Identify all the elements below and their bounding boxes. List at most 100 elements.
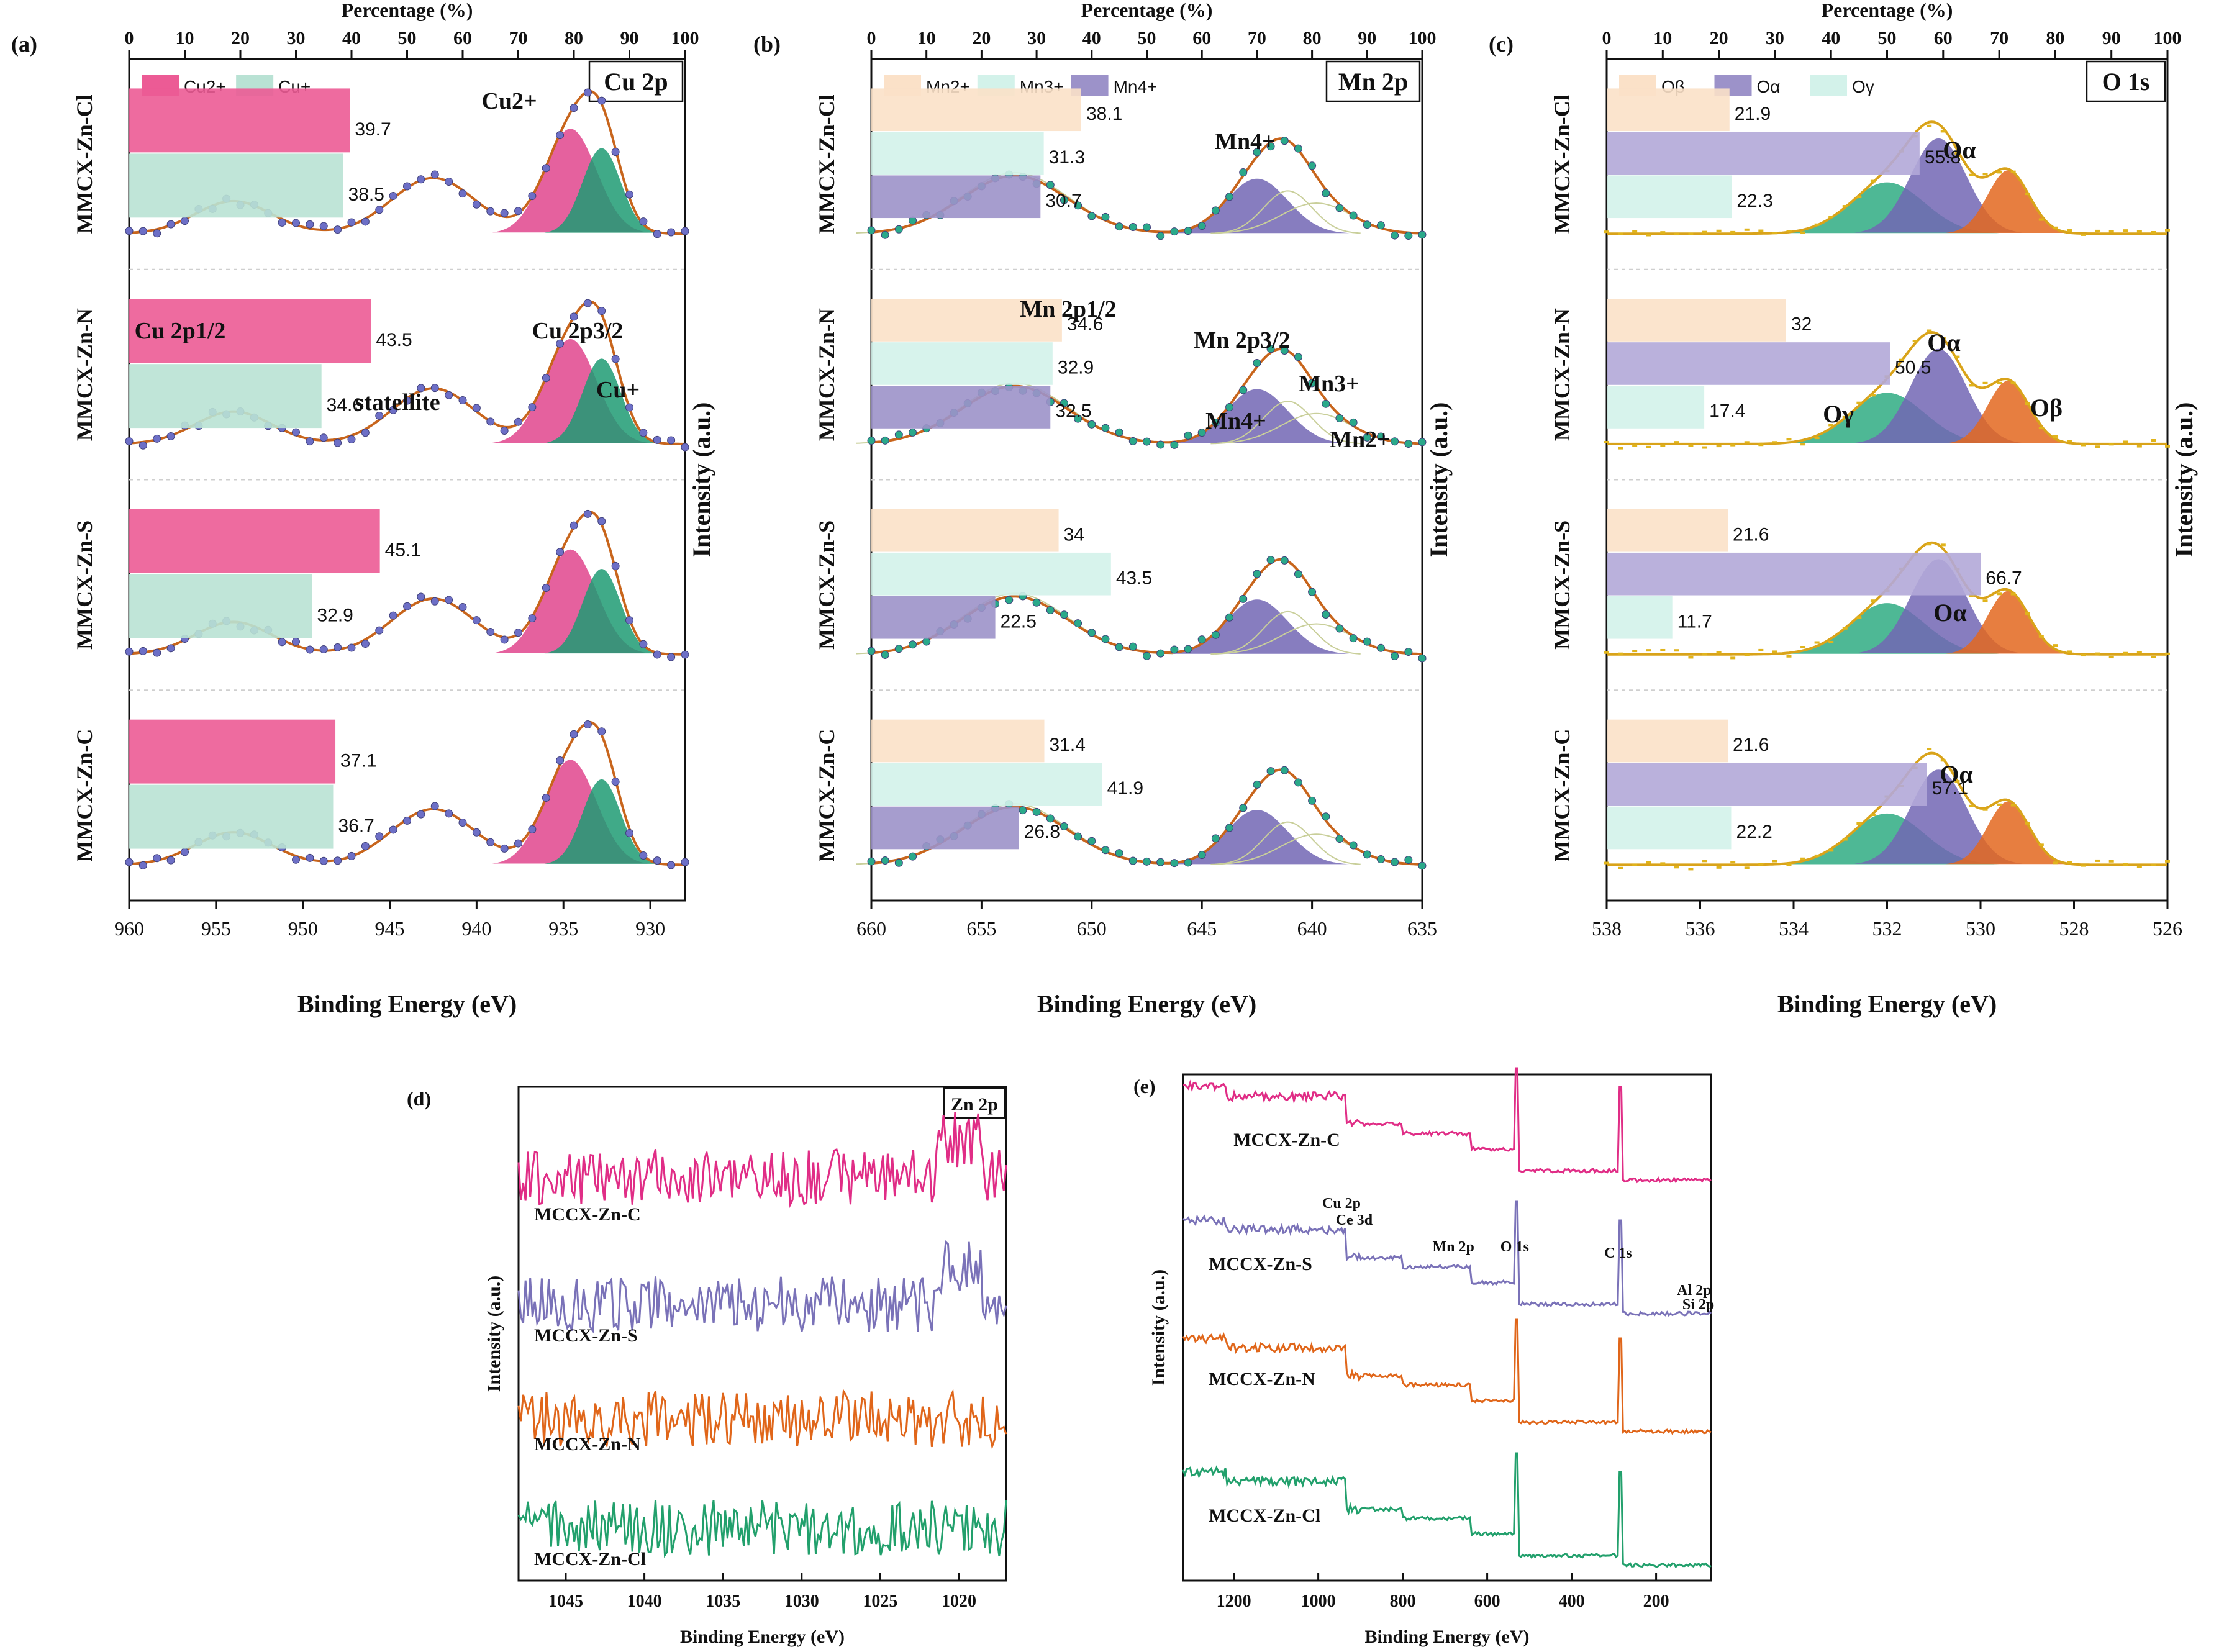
pct-tick-label: 60 [1192,28,1211,48]
data-point [1074,832,1082,841]
panel-title: Zn 2p [951,1094,998,1115]
bar-Oγ [1607,175,1732,219]
data-point [417,592,425,601]
data-point [653,435,661,444]
bar-Mn2+ [871,719,1045,763]
data-point [1280,766,1289,774]
bar-value: 38.1 [1086,104,1122,124]
legend-label: Oγ [1852,77,1874,96]
data-point [1239,594,1248,603]
data-point [138,227,147,235]
data-point [570,730,578,738]
data-point [922,637,931,646]
data-point [528,614,537,623]
data-point [1087,420,1096,429]
data-point [1060,399,1068,407]
sample-label: MMCX-Zn-N [72,308,97,441]
component-curve [1215,821,1361,865]
data-point [347,643,356,652]
data-point [389,191,397,200]
bar-Mn4+ [871,175,1041,219]
data-point [1046,181,1055,189]
data-point [542,584,550,592]
data-point [1128,437,1137,445]
bar-Oβ [1607,88,1730,132]
data-point [909,852,917,861]
sample-label: MMCX-Zn-N [1550,308,1574,441]
bar-value: 43.5 [1116,568,1152,588]
pct-tick-label: 10 [917,28,936,48]
pct-tick-label: 40 [1082,28,1101,48]
component-peak [1945,591,2072,654]
data-point [1349,634,1358,643]
data-point [1335,624,1344,633]
bar-value: 39.7 [355,119,391,140]
data-point [486,417,495,426]
peak-annotation: Mn 2p [1433,1239,1474,1255]
data-point [1376,432,1385,441]
data-point [458,818,467,827]
data-point [1128,223,1137,232]
data-point [458,396,467,405]
data-point [1170,227,1179,236]
data-point [1418,654,1427,663]
peak-annotation: Cu+ [596,377,640,403]
series-label: MCCX-Zn-S [1209,1254,1312,1274]
data-point [1225,613,1234,622]
panel-c: 0 10 20 30 40 50 60 70 80 90 100 Percentage (%) 538 5… [1489,0,2198,1018]
x-tick-label: 1020 [942,1592,976,1611]
data-point [347,218,356,227]
data-point [1115,849,1123,858]
bar-value: 22.3 [1736,191,1772,211]
pct-tick-label: 80 [565,28,583,48]
component-peak [544,569,659,654]
bar-value: 45.1 [385,540,421,561]
peak-annotation: C 1s [1604,1245,1632,1261]
component-peak [1945,801,2072,865]
data-point [1156,440,1165,449]
data-point [389,406,397,414]
data-point [611,561,620,570]
data-point [500,427,509,435]
bar-value: 32.9 [1058,358,1094,378]
data-point [1391,437,1399,446]
bar-value: 22.5 [1001,611,1037,632]
peak-annotation: Oβ [2030,394,2063,422]
data-point [1376,643,1385,652]
bar-Mn4+ [871,386,1051,429]
data-point [1211,834,1220,843]
data-point [1170,859,1179,868]
data-point [1404,440,1413,448]
data-point [306,220,314,229]
data-point [375,206,384,214]
x-tick-label: 650 [1077,917,1107,940]
data-point [625,828,633,837]
data-point [881,230,889,239]
data-point [138,861,147,869]
bar-Oβ [1607,719,1728,763]
x-tick-label: 1045 [548,1592,583,1611]
data-point [1322,610,1330,619]
peak-annotation: Oα [1933,599,1966,627]
data-point [1101,635,1110,643]
x-tick-label: 1000 [1301,1592,1336,1611]
component-peak [544,779,659,864]
data-point [1211,206,1220,215]
data-point [334,856,342,865]
data-point [1156,858,1165,866]
data-point [1363,637,1371,646]
data-point [278,218,286,227]
pct-tick-label: 70 [1248,28,1266,48]
data-point [1294,778,1302,787]
data-point [625,190,633,199]
data-point [445,391,453,399]
peak-annotation: Cu 2p3/2 [532,318,624,344]
data-point [1170,440,1179,449]
data-point [125,227,134,235]
data-point [570,521,578,530]
data-point [1308,379,1317,388]
spectrum-line [1182,1067,1712,1184]
x-tick-label: 945 [375,917,405,940]
pct-tick-label: 100 [1409,28,1437,48]
peak-annotation: Si 2p [1682,1297,1714,1313]
